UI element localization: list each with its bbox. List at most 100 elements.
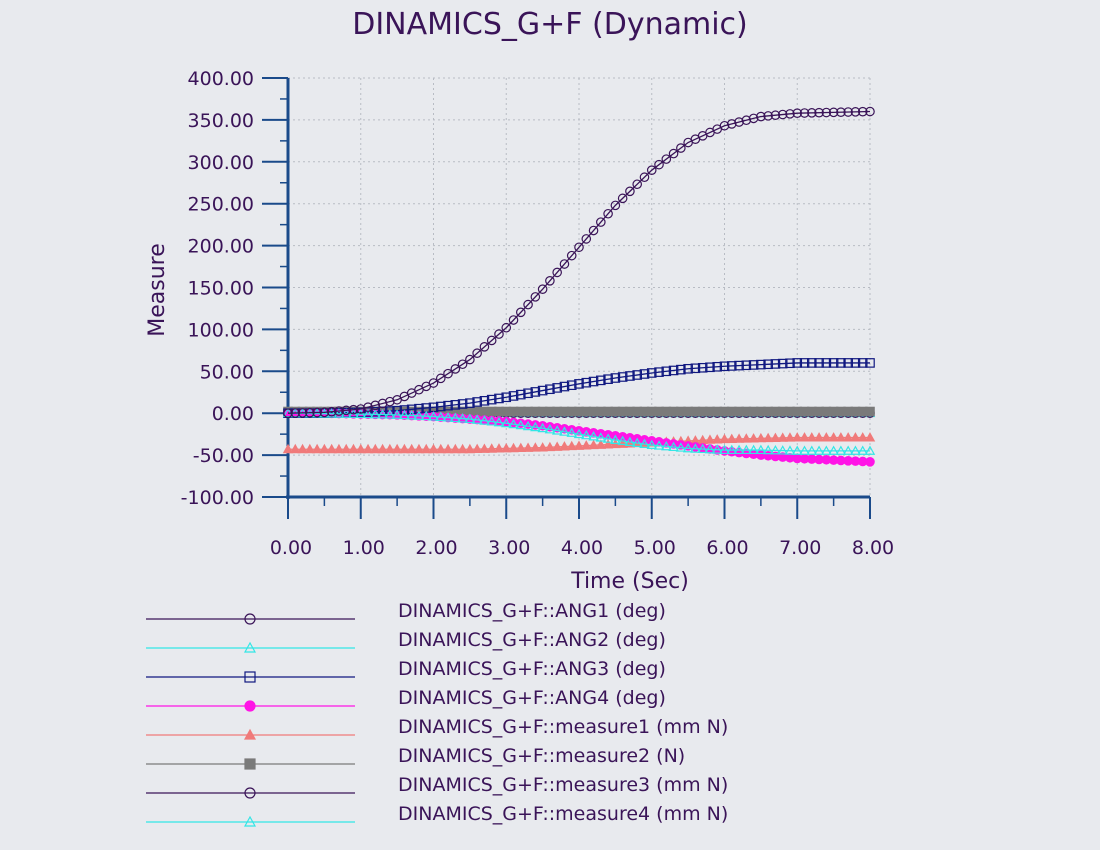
data-point [326,406,337,417]
data-point [646,165,657,175]
x-tick-label: 5.00 [634,537,676,559]
data-point [865,358,875,368]
data-point [305,407,315,418]
data-point [806,445,818,455]
data-point [792,358,803,368]
data-point [333,443,345,454]
data-point [355,404,366,414]
data-point [523,299,533,310]
legend-marker [244,613,256,625]
data-point [770,359,781,369]
data-point [850,107,861,117]
data-point [515,442,527,453]
data-point [399,409,410,420]
legend-item: DINAMICS_G+F::measure3 (mm N) [146,774,728,799]
data-point [785,358,795,369]
data-point [442,443,454,454]
data-point [370,406,381,417]
data-point [581,234,592,244]
data-point [508,442,519,453]
data-point [450,412,461,423]
data-point [676,143,686,153]
data-point [784,432,796,442]
data-point [624,436,636,446]
data-point [704,443,716,454]
chart-title: DINAMICS_G+F (Dynamic) [352,7,748,42]
data-point [828,358,839,368]
data-point [283,408,293,418]
data-point [471,443,483,454]
data-point [719,444,730,455]
data-point [362,408,374,419]
data-point [595,432,607,442]
data-point [588,431,599,441]
data-point [668,441,679,452]
x-tick-label: 8.00 [852,537,894,559]
data-point [581,429,592,440]
data-point [428,411,439,421]
data-point [697,443,708,454]
data-point [297,408,308,418]
data-point [413,410,425,420]
x-tick-label: 1.00 [343,537,385,559]
data-point [777,432,788,442]
data-point [639,172,650,183]
data-point [857,432,868,442]
y-axis: 400.00 350.00 300.00 250.00 200.00 150.00 100.… [181,68,290,509]
data-point [545,384,555,395]
y-axis-label: Measure [145,243,170,337]
legend-label: DINAMICS_G+F::measure3 (mm N) [398,774,728,796]
data-point [610,200,621,211]
data-point [792,108,803,118]
data-point [544,441,556,452]
data-point [668,148,679,159]
legend-item: DINAMICS_G+F::ANG1 (deg) [146,600,666,625]
data-point [719,433,730,444]
legend-marker [243,728,257,740]
data-point [523,388,533,399]
data-point [631,437,643,447]
y-tick-label: 100.00 [188,319,254,341]
data-point [806,358,817,368]
data-point [646,368,657,378]
data-point [741,433,752,443]
data-point [370,408,381,419]
data-point [442,412,454,422]
data-point [377,409,388,419]
data-point [836,358,846,368]
data-point [362,443,374,454]
data-point [530,387,541,397]
data-point [596,217,606,227]
x-tick-label: 4.00 [561,537,603,559]
data-point [501,417,512,428]
data-point [486,416,497,426]
y-tick-label: -50.00 [193,445,254,467]
data-point [340,408,352,418]
data-point [333,408,345,418]
data-point [682,442,694,453]
data-point [443,368,453,379]
x-tick-label: 7.00 [779,537,821,559]
data-point [340,443,352,454]
data-point [311,443,323,454]
data-point [617,435,628,445]
data-point [676,364,686,375]
data-point [821,445,832,455]
data-point [501,392,512,403]
legend-item: DINAMICS_G+F::ANG4 (deg) [146,687,666,712]
data-point [348,443,359,454]
data-point [501,442,512,453]
data-point [588,225,599,236]
data-point [544,424,556,434]
data-point [842,445,854,455]
data-point [384,443,396,454]
data-point [537,385,548,396]
data-point [385,396,395,407]
legend-marker [243,815,257,827]
data-point [515,389,526,400]
data-point [813,432,825,442]
data-point [537,422,548,433]
data-point [297,443,308,454]
legend-label: DINAMICS_G+F::ANG1 (deg) [398,600,666,622]
